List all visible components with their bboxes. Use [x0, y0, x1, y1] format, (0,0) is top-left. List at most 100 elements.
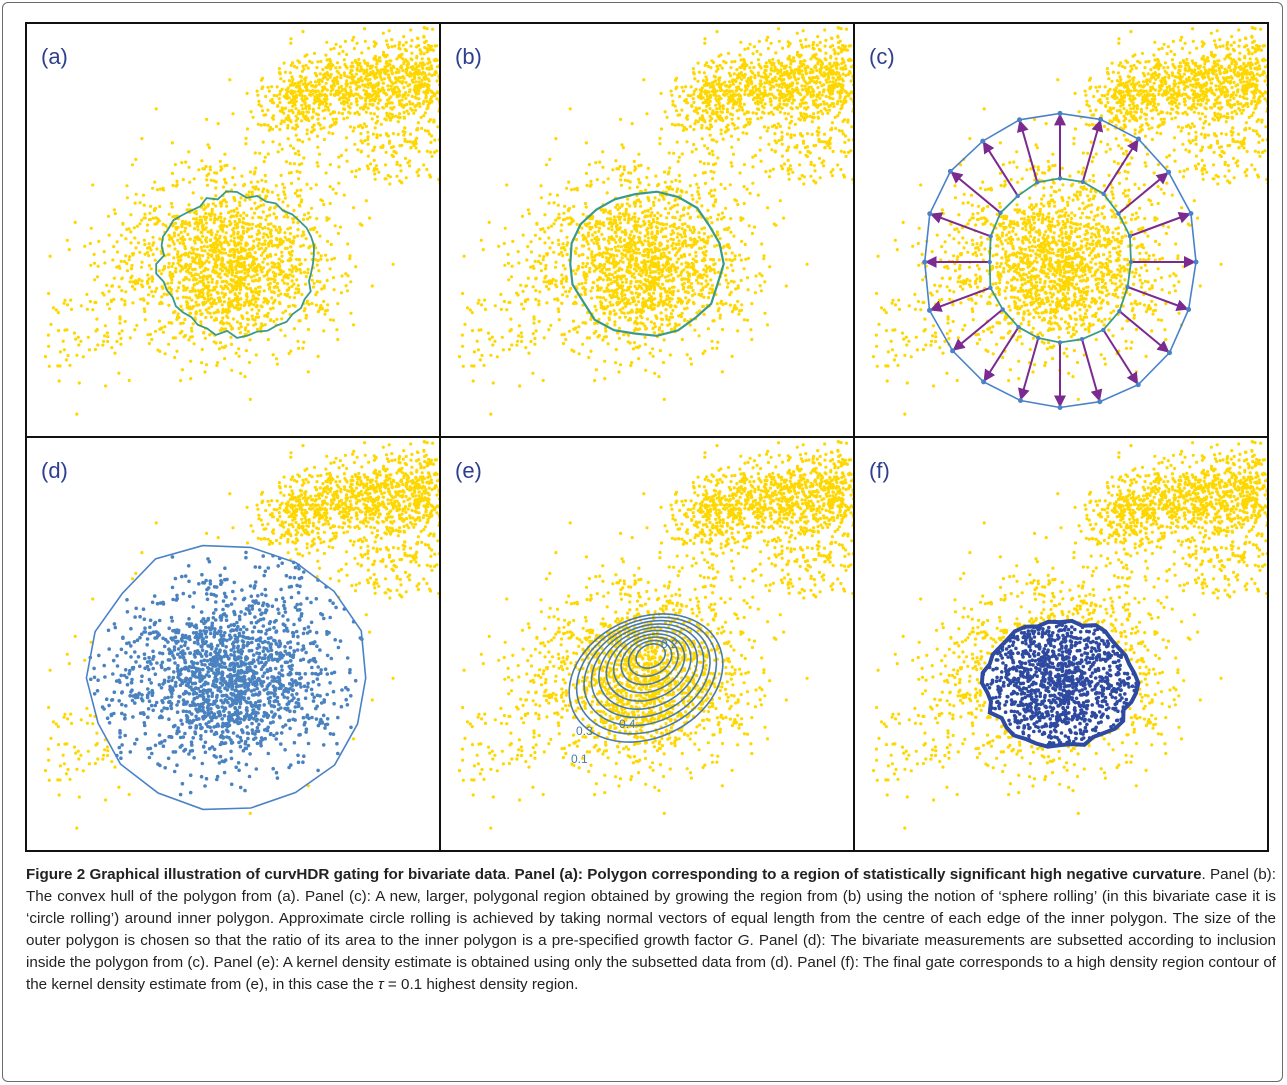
caption-panel-a: Panel (a): Polygon corresponding to a re…	[514, 866, 1202, 883]
caption-tau: τ	[378, 976, 384, 993]
inner-vertex	[1117, 309, 1122, 314]
outer-vertex	[980, 138, 986, 144]
outer-vertex	[950, 348, 956, 354]
outer-vertex	[1097, 399, 1103, 405]
inner-vertex	[1057, 340, 1063, 345]
kde-contour-line	[635, 643, 667, 669]
normal-vector-arrow	[929, 212, 992, 238]
figure-caption: Figure 2 Graphical illustration of curvH…	[26, 864, 1276, 996]
outer-vertex	[927, 307, 932, 313]
inner-vertex	[1080, 179, 1085, 185]
kde-contour-line	[627, 639, 673, 678]
panel-b: (b)	[439, 22, 855, 438]
inner-vertex	[1101, 327, 1106, 333]
kde-contour-line	[620, 636, 679, 686]
normal-vector-arrow	[1102, 138, 1140, 195]
panels-grid: (a) (b) (c) (d) (e) 0.1 0.2 0.3 0.4 (f)	[25, 22, 1275, 854]
inner-vertex	[1101, 191, 1106, 196]
normal-vector-arrow	[1081, 338, 1103, 402]
scatter-points	[981, 620, 1138, 747]
outer-vertex	[1018, 398, 1023, 403]
panel-e: (e) 0.1 0.2 0.3 0.4	[439, 436, 855, 852]
scatter-points	[43, 440, 439, 830]
convex-hull-polygon	[569, 190, 725, 337]
inner-vertex	[988, 234, 993, 239]
inner-vertex	[988, 285, 993, 290]
outer-vertex	[1135, 382, 1141, 388]
subset-polygon	[85, 544, 367, 811]
normal-vector-arrow	[982, 326, 1020, 383]
panel-f-label: (f)	[869, 458, 890, 483]
inner-vertex	[1015, 193, 1020, 199]
normal-vector-arrow	[1127, 286, 1189, 311]
normal-vector-arrow	[1129, 212, 1192, 238]
normal-vector-arrow	[1018, 337, 1040, 401]
outer-vertex	[1098, 116, 1104, 122]
caption-body-3: = 0.1 highest density region.	[383, 976, 579, 993]
scatter-points	[43, 26, 439, 416]
normal-vector-arrow	[1102, 329, 1140, 386]
outer-vertex	[1057, 405, 1063, 410]
outer-vertex	[1136, 136, 1141, 142]
inner-vertex	[1036, 335, 1041, 341]
panel-c: (c)	[853, 22, 1269, 438]
caption-body-2: . Panel (d): The bivariate measurements …	[26, 932, 1276, 993]
outer-vertex	[1193, 259, 1199, 265]
inner-vertex	[1079, 337, 1085, 342]
caption-separator-1: .	[506, 866, 515, 883]
inner-vertex	[998, 210, 1003, 215]
inner-vertex	[1057, 176, 1063, 181]
caption-growth-factor: G	[737, 932, 750, 949]
scatter-points	[871, 26, 1267, 416]
scatter-points	[88, 550, 364, 797]
curvature-polygon	[155, 190, 315, 339]
contour-level-label: 0.1	[571, 752, 588, 766]
panel-f: (f)	[853, 436, 1269, 852]
outer-vertex	[1167, 350, 1172, 356]
outer-vertex	[1166, 169, 1172, 175]
kde-contour-line	[598, 626, 699, 710]
outer-vertex	[1017, 117, 1022, 123]
panel-a-plot	[43, 26, 439, 416]
panel-e-plot: 0.1 0.2 0.3 0.4	[457, 440, 853, 830]
scatter-points	[457, 440, 853, 830]
panel-a: (a)	[25, 22, 441, 438]
scatter-points	[871, 440, 1267, 830]
inner-vertex	[1035, 180, 1040, 185]
caption-figure-label: Figure 2 Graphical illustration of curvH…	[26, 866, 507, 883]
inner-vertex	[1127, 233, 1133, 239]
panel-c-plot	[871, 26, 1267, 416]
kde-contour-line	[612, 633, 686, 694]
contour-level-label: 0.2	[661, 637, 678, 651]
scatter-points	[457, 26, 853, 416]
normal-vector-arrow	[929, 286, 991, 312]
inner-vertex	[1128, 259, 1134, 265]
contour-level-label: 0.3	[576, 724, 593, 738]
panel-b-label: (b)	[455, 44, 482, 69]
kde-contour-line	[575, 616, 718, 735]
normal-vector-arrow	[1081, 119, 1104, 183]
panel-d-label: (d)	[41, 458, 68, 483]
outer-vertex	[927, 211, 933, 217]
outer-vertex	[981, 379, 987, 385]
panel-e-label: (e)	[455, 458, 482, 483]
panel-c-label: (c)	[869, 44, 895, 69]
panel-f-plot	[871, 440, 1267, 830]
outer-vertex	[922, 259, 928, 265]
contour-level-label: 0.4	[619, 717, 636, 731]
panel-b-plot	[457, 26, 853, 416]
kde-contours	[568, 613, 724, 743]
normal-vector-arrow	[1118, 310, 1171, 354]
outer-vertex	[1188, 211, 1194, 216]
outer-vertex	[1186, 307, 1192, 312]
hdr-gate-contour	[979, 618, 1141, 749]
panel-d-plot	[43, 440, 439, 830]
normal-vector-arrow	[951, 308, 1004, 352]
normal-vector-arrow	[1117, 171, 1170, 215]
inner-vertex	[1000, 307, 1005, 312]
inner-vertex	[1016, 324, 1021, 330]
kde-contour-line	[583, 619, 711, 727]
outer-vertex	[947, 168, 953, 174]
kde-contour-line	[605, 629, 692, 702]
